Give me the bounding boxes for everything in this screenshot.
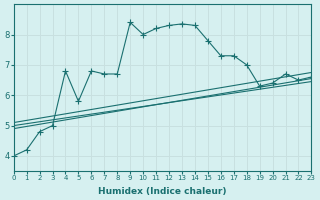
X-axis label: Humidex (Indice chaleur): Humidex (Indice chaleur) [98,187,227,196]
